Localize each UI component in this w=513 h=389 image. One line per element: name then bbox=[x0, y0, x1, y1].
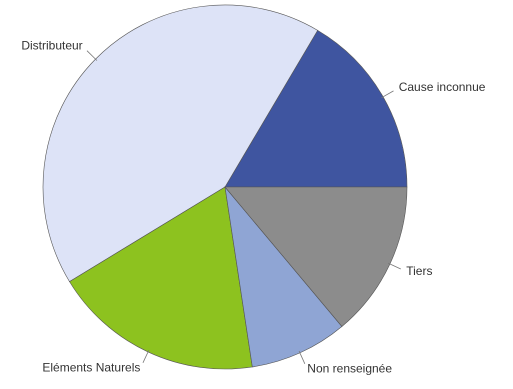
leader-line bbox=[387, 262, 401, 270]
slice-label: Distributeur bbox=[21, 39, 82, 53]
slice-label: Eléments Naturels bbox=[42, 360, 140, 374]
leader-line bbox=[86, 50, 98, 61]
leader-line bbox=[298, 350, 306, 364]
slice-label: Cause inconnue bbox=[399, 80, 486, 94]
leader-line bbox=[381, 90, 394, 99]
slice-label: Tiers bbox=[406, 264, 432, 278]
slice-label: Non renseignée bbox=[307, 361, 392, 375]
leader-line bbox=[142, 349, 150, 363]
